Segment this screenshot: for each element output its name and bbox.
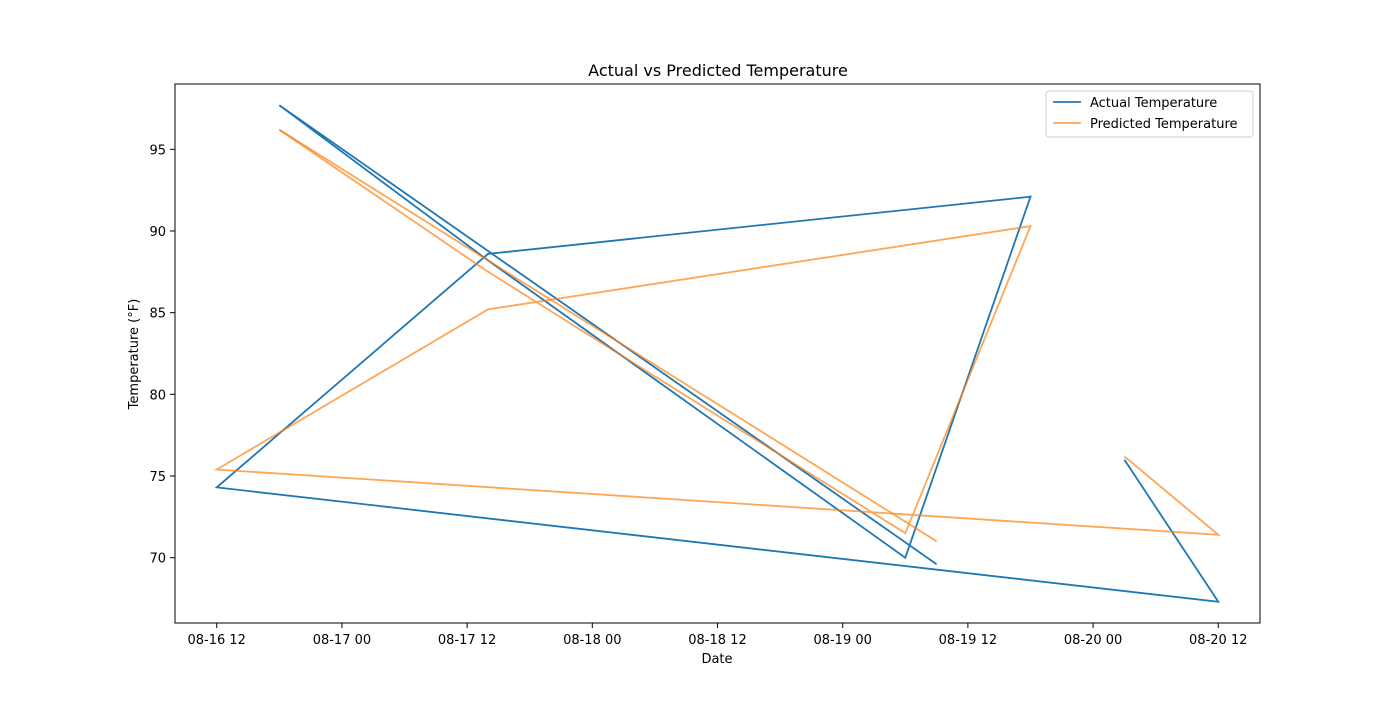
- x-tick-label: 08-18 12: [688, 633, 746, 648]
- y-tick-label: 90: [149, 225, 166, 240]
- series-line-predicted-0: [213, 128, 1221, 536]
- x-axis: 08-16 12 08-17 00 08-17 12 08-18 00 08-18 12…: [188, 623, 1247, 648]
- x-tick-label: 08-18 00: [563, 633, 621, 648]
- y-tick-label: 75: [149, 470, 166, 485]
- series-line-actual-0: [214, 104, 1221, 603]
- legend-entry-label: Predicted Temperature: [1090, 117, 1238, 132]
- x-tick-label: 08-17 12: [438, 633, 496, 648]
- plot-background: [175, 84, 1260, 623]
- y-tick-label: 80: [149, 388, 166, 403]
- x-tick-label: 08-20 12: [1189, 633, 1247, 648]
- y-tick-label: 85: [149, 307, 166, 322]
- x-tick-label: 08-16 12: [188, 633, 246, 648]
- legend: Actual Temperature Predicted Temperature: [1045, 90, 1254, 138]
- plot-area: [174, 83, 1261, 624]
- chart-title: Actual vs Predicted Temperature: [588, 61, 848, 80]
- series-line-predicted-1: [278, 128, 938, 543]
- x-tick-label: 08-17 00: [313, 633, 371, 648]
- y-axis-label: Temperature (°F): [127, 299, 142, 411]
- x-tick-label: 08-19 00: [813, 633, 871, 648]
- x-tick-label: 08-19 12: [939, 633, 997, 648]
- x-tick-label: 08-20 00: [1064, 633, 1122, 648]
- legend-entry-label: Actual Temperature: [1090, 96, 1217, 111]
- legend-box: [1045, 90, 1254, 138]
- y-tick-label: 70: [149, 552, 166, 567]
- y-axis: 70 75 80 85 90 95: [149, 143, 175, 567]
- y-tick-label: 95: [149, 143, 166, 158]
- x-axis-label: Date: [701, 652, 732, 667]
